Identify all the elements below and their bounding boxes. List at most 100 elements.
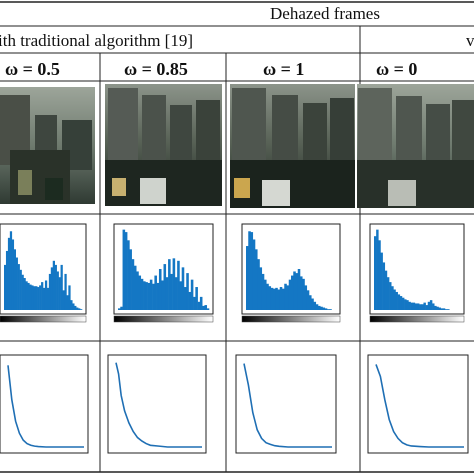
- histogram-bar: [275, 287, 278, 310]
- dehazed-image-col1: [0, 87, 95, 204]
- omega-label-col2: ω = 0.85: [124, 59, 188, 79]
- histogram-panel-col2: [113, 223, 214, 323]
- histogram-bar: [329, 309, 332, 310]
- histogram-bar: [52, 260, 55, 310]
- histogram-bar: [206, 308, 210, 310]
- histogram-bar: [76, 307, 79, 310]
- histogram-bar: [19, 269, 22, 310]
- histogram-bar: [190, 279, 194, 310]
- histogram-bar: [324, 308, 328, 310]
- histogram-bar: [33, 286, 36, 310]
- histogram-bar: [174, 277, 178, 310]
- histogram-bar: [327, 309, 330, 310]
- histogram-bar: [64, 273, 67, 310]
- curve-panel-col1: [0, 354, 89, 454]
- histogram-bar: [320, 306, 323, 310]
- curve-line-col2: [115, 362, 202, 448]
- histogram-bar: [386, 277, 390, 310]
- omega-label-col4: ω = 0: [376, 59, 417, 79]
- histogram-bar: [13, 249, 16, 310]
- curve-line-col3: [243, 363, 332, 448]
- histogram-bar: [177, 260, 180, 310]
- histogram-bar: [4, 264, 7, 310]
- histogram-bar: [149, 279, 153, 310]
- histogram-bar: [376, 229, 379, 310]
- histogram-bar: [421, 304, 424, 310]
- histogram-bar: [143, 281, 146, 310]
- histogram-bar: [199, 296, 203, 310]
- histogram-bar: [163, 264, 167, 310]
- histogram-bar: [56, 271, 59, 310]
- histogram-bar: [48, 273, 52, 310]
- histogram-bar: [70, 300, 73, 310]
- histogram-bar: [395, 291, 398, 310]
- curve-series-line: [375, 364, 464, 448]
- histogram-bar: [252, 239, 256, 310]
- curve-series-line: [7, 365, 84, 448]
- histogram-bar: [5, 250, 9, 310]
- histogram-bar: [133, 265, 137, 310]
- histogram-bar: [80, 309, 83, 310]
- histogram-frames: [0, 223, 465, 323]
- histogram-bar: [406, 300, 409, 310]
- histogram-bar: [21, 274, 24, 310]
- histogram-bar: [315, 304, 319, 310]
- histogram-bar: [417, 303, 420, 310]
- histogram-bar: [25, 281, 28, 310]
- histogram-bar: [39, 285, 42, 310]
- histogram-bar: [158, 269, 162, 310]
- curve-panel-col3: [235, 354, 337, 454]
- histogram-bar: [129, 249, 132, 310]
- subheader-right: v: [466, 31, 474, 50]
- histogram-bar: [78, 308, 81, 310]
- histogram-bar: [436, 306, 439, 310]
- histogram-bar: [11, 239, 15, 310]
- histogram-bar: [168, 259, 171, 310]
- histogram-bar: [284, 283, 287, 310]
- histogram-bar: [9, 231, 13, 310]
- dehazed-image-col2: [105, 84, 222, 206]
- histogram-bar: [432, 303, 435, 310]
- histogram-bar: [391, 286, 394, 310]
- histogram-bar: [288, 279, 292, 310]
- histogram-bar: [152, 283, 155, 310]
- curve-panel-col2: [107, 354, 207, 454]
- histogram-bar: [147, 282, 151, 310]
- histogram-bar: [257, 259, 260, 310]
- histogram-bar: [270, 287, 274, 310]
- histogram-bar: [401, 297, 405, 310]
- histogram-bar: [311, 298, 314, 310]
- histogram-bar: [404, 299, 407, 310]
- histogram-bar: [306, 290, 310, 310]
- histogram-bar: [54, 264, 57, 310]
- histogram-bar: [7, 237, 11, 310]
- histogram-bar: [145, 282, 148, 310]
- histogram-bar: [255, 249, 258, 310]
- histogram-panel-col1: [0, 223, 87, 323]
- histogram-bars-col1: [4, 231, 83, 310]
- histogram-bars-col4: [374, 229, 450, 310]
- histogram-bar: [277, 289, 281, 310]
- histogram-bar: [23, 278, 26, 310]
- curve-series-line: [243, 363, 332, 448]
- histogram-bar: [408, 301, 411, 310]
- curve-line-col4: [375, 364, 464, 448]
- histogram-bar: [282, 288, 285, 310]
- histogram-bar: [195, 287, 198, 310]
- dehazed-image-col3: [230, 84, 355, 208]
- histogram-bar: [273, 288, 276, 310]
- histogram-bar: [183, 287, 187, 310]
- histogram-bar: [165, 277, 169, 310]
- histogram-bar: [414, 303, 418, 310]
- histogram-bar: [62, 290, 65, 310]
- histogram-bar: [412, 302, 416, 310]
- histogram-bar: [35, 286, 38, 310]
- histogram-bar: [309, 295, 312, 310]
- histogram-bar: [58, 277, 61, 310]
- histogram-bar: [304, 285, 308, 310]
- histogram-bar: [179, 281, 182, 310]
- histogram-bar: [43, 287, 46, 310]
- histogram-bar: [17, 264, 20, 310]
